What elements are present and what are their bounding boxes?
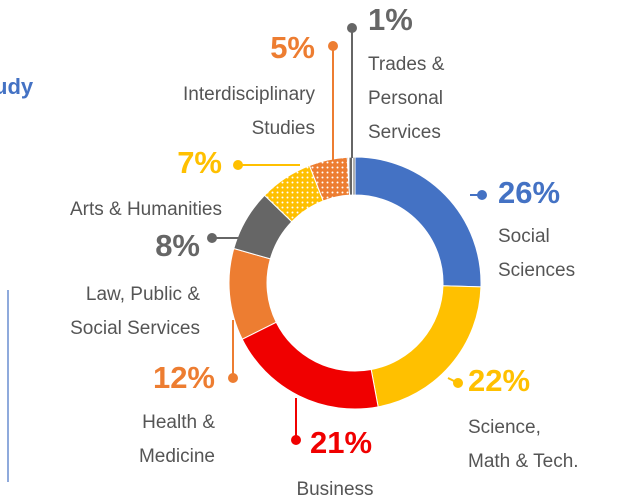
category-label: Law, Public & xyxy=(86,284,200,305)
value-label: 12% xyxy=(153,360,215,395)
donut-segment xyxy=(228,247,277,340)
category-label: Interdisciplinary xyxy=(183,84,315,105)
donut-segment xyxy=(346,156,356,196)
value-label: 22% xyxy=(468,363,530,398)
leader-dot xyxy=(233,160,243,170)
category-label: Personal xyxy=(368,88,443,109)
category-label: Social xyxy=(498,226,550,247)
category-label: Sciences xyxy=(498,260,575,281)
value-label: 1% xyxy=(368,2,413,37)
category-label: Arts & Humanities xyxy=(70,199,222,220)
category-label: Studies xyxy=(252,118,315,139)
leader-dot xyxy=(453,378,463,388)
value-label: 8% xyxy=(155,228,200,263)
value-label: 26% xyxy=(498,175,560,210)
category-label: Trades & xyxy=(368,54,445,75)
category-label: Math & Tech. xyxy=(468,451,579,472)
donut-segment xyxy=(241,321,379,410)
category-label: Business xyxy=(296,479,373,500)
category-label: Science, xyxy=(468,417,541,438)
value-label: 5% xyxy=(270,30,315,65)
heading-fragment: udy xyxy=(0,74,34,99)
value-label: 21% xyxy=(310,425,372,460)
leader-dot xyxy=(347,23,357,33)
donut-segment xyxy=(370,285,482,408)
donut-segment xyxy=(354,156,482,288)
leader-dot xyxy=(207,233,217,243)
leader-dot xyxy=(477,190,487,200)
category-label: Social Services xyxy=(70,318,200,339)
category-label: Services xyxy=(368,122,441,143)
leader-dot xyxy=(328,41,338,51)
category-label: Medicine xyxy=(139,446,215,467)
category-label: Health & xyxy=(142,412,215,433)
leader-dot xyxy=(228,373,238,383)
value-label: 7% xyxy=(177,145,222,180)
leader-dot xyxy=(291,435,301,445)
